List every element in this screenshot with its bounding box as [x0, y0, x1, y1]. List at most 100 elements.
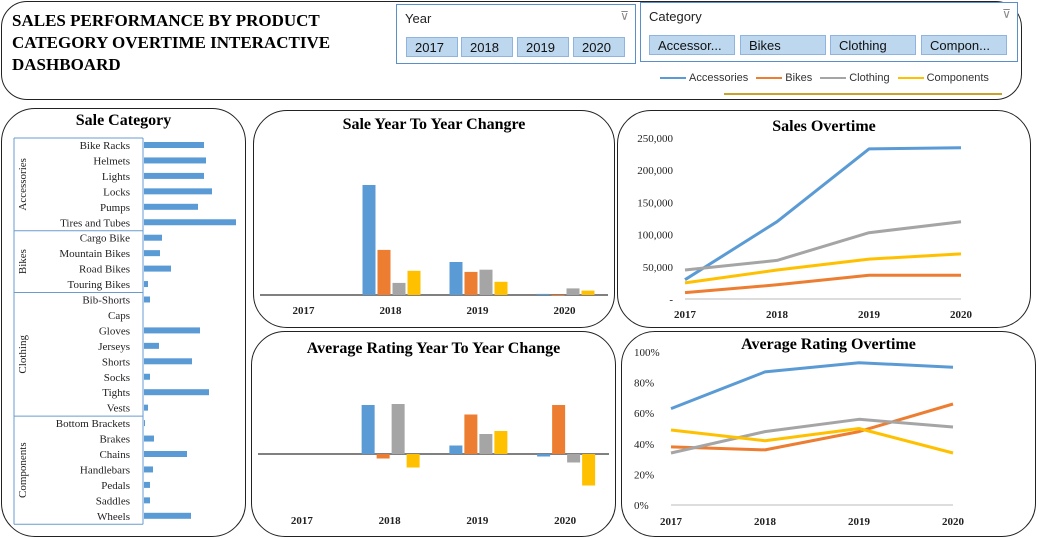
bar — [144, 420, 145, 427]
group-label: Accessories — [17, 158, 29, 211]
legend-swatch — [897, 77, 924, 79]
slicer-item-2020[interactable]: 2020 — [573, 37, 625, 57]
bar — [144, 435, 154, 442]
legend-swatch — [756, 77, 783, 79]
bar — [144, 466, 153, 473]
series-line — [670, 417, 954, 455]
tick-label: Shorts — [102, 356, 130, 368]
tick-label: Mountain Bikes — [59, 248, 130, 260]
legend-label: Components — [926, 72, 989, 84]
sale-yoy-chart: 2017 2018 2019 2020 — [260, 185, 608, 317]
x-tick-label: 2017 — [291, 515, 314, 527]
tick-label: Brakes — [99, 434, 130, 446]
slicer-item-2018[interactable]: 2018 — [461, 37, 513, 57]
slicer-item-2017[interactable]: 2017 — [406, 37, 458, 57]
filter-clear-icon[interactable]: ⊽ — [1002, 7, 1011, 21]
bar — [144, 497, 150, 504]
bar — [144, 142, 204, 148]
y-tick-label: - — [669, 294, 673, 306]
bar — [144, 188, 212, 195]
rating-yoy-chart: 2017 2018 2019 2020 — [258, 404, 609, 527]
tick-label: Chains — [99, 449, 130, 461]
bar — [407, 270, 421, 295]
chart-title: Sales Overtime — [772, 118, 876, 135]
bar — [551, 295, 565, 296]
series-line — [684, 252, 962, 285]
series-legend: Accessories Bikes Clothing Components — [660, 72, 989, 84]
x-tick-label: 2017 — [293, 305, 316, 317]
year-slicer-title: Year — [405, 11, 432, 26]
series-line — [670, 427, 954, 455]
bar — [144, 358, 192, 365]
bar — [537, 454, 551, 457]
x-tick-label: 2017 — [660, 516, 683, 528]
bar — [144, 157, 206, 164]
bar — [449, 445, 463, 454]
group-label: Bikes — [17, 249, 29, 274]
bar — [552, 405, 566, 454]
bar — [144, 219, 236, 226]
x-tick-label: 2019 — [848, 516, 871, 528]
bar — [144, 389, 209, 396]
tick-label: Gloves — [99, 325, 130, 337]
bar — [464, 271, 478, 295]
bar — [144, 281, 148, 288]
sales-overtime-panel: Sales Overtime - 50,000 100,000 150,000 200,… — [617, 110, 1031, 328]
sale-category-panel: Sale Category Bike Racks Helmets Lights Loc… — [1, 108, 246, 537]
dashboard-header: SALES PERFORMANCE BY PRODUCT CATEGORY OV… — [1, 1, 1022, 100]
x-tick-label: 2018 — [754, 516, 777, 528]
bar — [494, 281, 508, 295]
bar — [464, 414, 478, 454]
bar — [144, 481, 150, 488]
tick-label: Bib-Shorts — [82, 295, 130, 307]
year-slicer: Year ⊽ 2017 2018 2019 2020 — [396, 4, 636, 64]
y-tick-label: 50,000 — [643, 262, 674, 274]
chart-title: Sale Year To Year Changre — [342, 116, 526, 133]
slicer-item-components[interactable]: Compon... — [921, 35, 1007, 55]
tick-label: Jerseys — [98, 341, 130, 353]
series-line — [684, 220, 962, 272]
chart-title: Average Rating Year To Year Change — [306, 340, 561, 357]
legend-swatch — [660, 77, 686, 79]
category-slicer: Category ⊽ Accessor... Bikes Clothing Co… — [640, 2, 1018, 62]
slicer-item-accessories[interactable]: Accessor... — [649, 35, 735, 55]
category-slicer-title: Category — [649, 9, 702, 24]
rating-overtime-chart: 0% 20% 40% 60% 80% 100% 2017 2018 2019 2020 — [634, 347, 965, 528]
y-tick-label: 60% — [634, 408, 654, 420]
y-tick-label: 250,000 — [637, 133, 673, 145]
x-tick-label: 2018 — [380, 305, 403, 317]
sales-overtime-chart: - 50,000 100,000 150,000 200,000 250,000 2017 2… — [637, 133, 973, 321]
bar — [144, 342, 159, 349]
group-label: Components — [17, 442, 29, 498]
bar — [567, 454, 581, 463]
tick-label: Handlebars — [80, 464, 130, 476]
tick-label: Vests — [107, 403, 130, 415]
tick-label: Tires and Tubes — [60, 217, 130, 229]
rating-overtime-panel: Average Rating Overtime 0% 20% 40% 60% 80% 10… — [621, 331, 1036, 537]
x-tick-label: 2020 — [950, 309, 973, 321]
tick-label: Cargo Bike — [80, 233, 130, 245]
bar — [144, 327, 200, 334]
x-tick-label: 2019 — [467, 305, 490, 317]
slicer-item-bikes[interactable]: Bikes — [740, 35, 826, 55]
bar — [144, 404, 148, 411]
bar — [376, 454, 390, 459]
legend-label: Clothing — [849, 72, 890, 84]
filter-clear-icon[interactable]: ⊽ — [620, 9, 629, 23]
sale-category-chart: Bike Racks Helmets Lights Locks Pumps Tires a… — [13, 137, 236, 525]
bar — [144, 265, 171, 272]
bar — [144, 172, 204, 179]
series-line — [684, 146, 962, 281]
x-tick-label: 2017 — [674, 309, 697, 321]
x-tick-label: 2020 — [554, 515, 577, 527]
legend-item: Components — [897, 72, 989, 84]
series-line — [670, 361, 954, 410]
y-tick-label: 150,000 — [637, 197, 673, 209]
bar — [479, 269, 493, 295]
tick-label: Socks — [104, 372, 130, 384]
legend-item: Clothing — [820, 72, 890, 84]
bar — [144, 296, 150, 303]
slicer-item-2019[interactable]: 2019 — [517, 37, 569, 57]
y-tick-label: 100,000 — [637, 230, 673, 242]
slicer-item-clothing[interactable]: Clothing — [830, 35, 916, 55]
